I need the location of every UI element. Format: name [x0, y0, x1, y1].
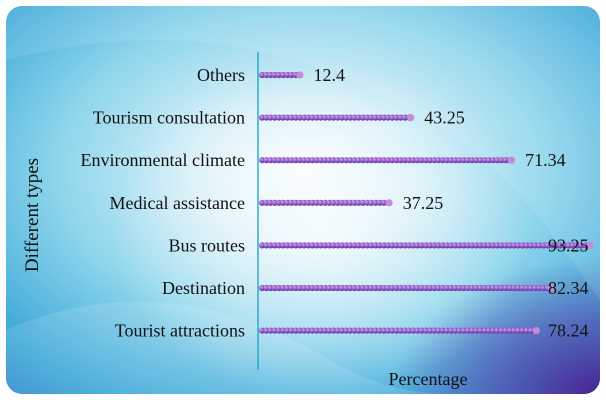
- value-label-bus-routes: 93.25: [548, 235, 589, 255]
- value-label-tourist-attractions: 78.24: [548, 321, 589, 341]
- value-label-tourism-consultation: 43.25: [424, 108, 465, 128]
- value-label-others: 12.4: [314, 65, 346, 85]
- category-label-environmental-climate: Environmental climate: [81, 150, 245, 170]
- category-label-medical-assistance: Medical assistance: [110, 193, 245, 213]
- category-label-tourist-attractions: Tourist attractions: [115, 321, 245, 341]
- bar-tourism-consultation: [259, 114, 415, 122]
- category-label-bus-routes: Bus routes: [169, 235, 246, 255]
- category-label-destination: Destination: [162, 278, 245, 298]
- bar-medical-assistance: [259, 199, 393, 207]
- value-labels: 12.4 43.25 71.34 37.25 93.25 82.34 78.24: [314, 65, 589, 341]
- category-label-others: Others: [197, 65, 245, 85]
- bar-tourist-attractions: [259, 327, 540, 335]
- value-label-medical-assistance: 37.25: [403, 193, 444, 213]
- bar-destination: [259, 284, 555, 292]
- value-label-environmental-climate: 71.34: [525, 150, 566, 170]
- bar-bus-routes: [259, 241, 594, 249]
- bar-environmental-climate: [259, 156, 516, 164]
- y-axis-label: Different types: [22, 158, 43, 272]
- category-labels: Others Tourism consultation Environmental …: [81, 65, 245, 341]
- value-label-destination: 82.34: [548, 278, 589, 298]
- bars: [259, 71, 594, 335]
- x-axis-label: Percentage: [389, 369, 468, 389]
- category-label-tourism-consultation: Tourism consultation: [93, 108, 245, 128]
- bar-others: [259, 71, 304, 79]
